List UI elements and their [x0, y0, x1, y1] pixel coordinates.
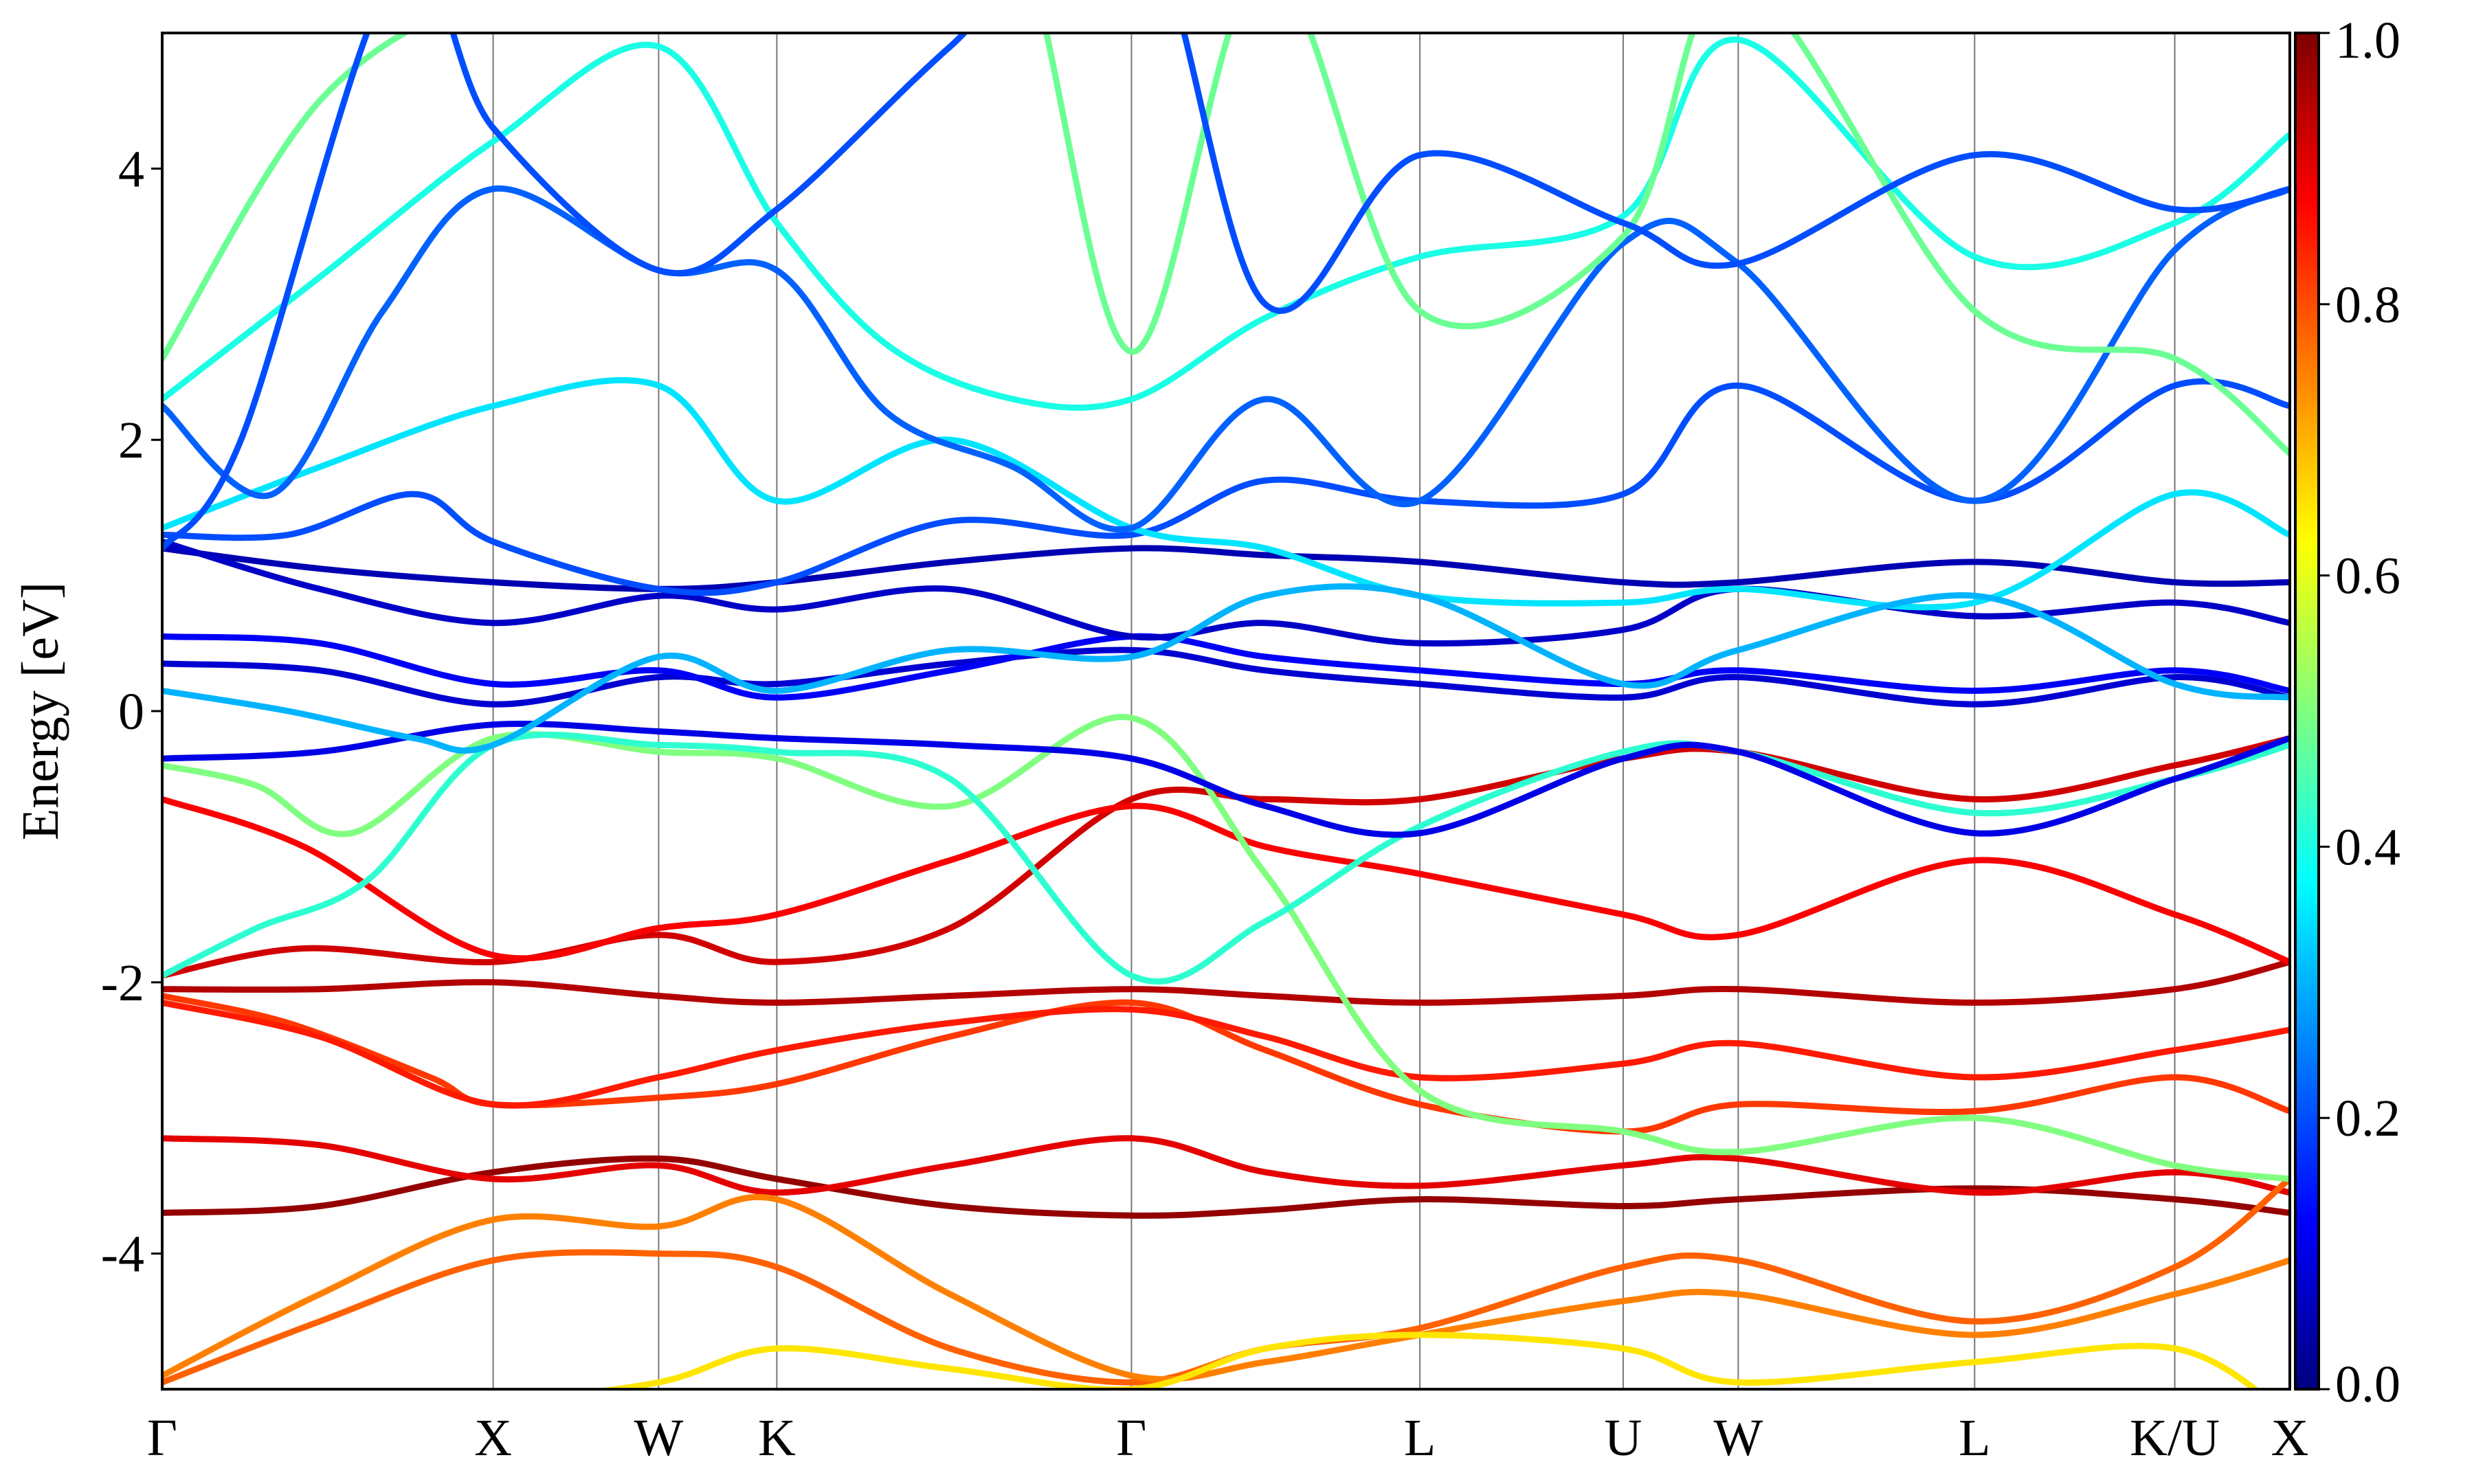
x-tick-label: K/U: [2130, 1409, 2220, 1467]
x-tick-label: L: [1404, 1409, 1436, 1467]
band-3: [162, 993, 2290, 1135]
colorbar-ticks: 0.0 0.2 0.4 0.6 0.8 1.0: [2319, 12, 2400, 1413]
y-tick-label: -4: [101, 1226, 144, 1283]
y-tick-label: 0: [118, 683, 144, 741]
y-tick-label: 4: [118, 140, 144, 198]
band-22: [162, 33, 2290, 457]
x-tick-label: X: [474, 1409, 512, 1467]
band-9: [162, 1193, 2290, 1382]
band-lines: [162, 33, 2290, 1389]
y-axis-ticks: 4 2 0 -2 -4: [101, 140, 162, 1283]
y-tick-label: 2: [118, 412, 144, 469]
x-tick-label: X: [2271, 1409, 2309, 1467]
band-17: [162, 538, 2290, 647]
x-tick-label: L: [1959, 1409, 1990, 1467]
y-axis-label: Energy [eV]: [12, 582, 69, 840]
band-21: [162, 36, 2290, 411]
colorbar: [2294, 32, 2320, 1391]
x-axis-ticks: Γ X W K Γ L U W L K/U X: [147, 1409, 2308, 1467]
band-10: [592, 1331, 2260, 1389]
band-5: [162, 999, 2290, 1109]
band-16: [162, 545, 2290, 592]
x-tick-label: W: [1713, 1409, 1763, 1467]
band-8: [162, 1176, 2290, 1386]
x-tick-label: U: [1604, 1409, 1642, 1467]
band-11: [162, 714, 2290, 1182]
band-2: [162, 1135, 2290, 1196]
x-tick-label: Γ: [147, 1409, 177, 1467]
band-12: [162, 731, 2290, 985]
band-19: [162, 376, 2290, 611]
colorbar-tick-label: 0.2: [2335, 1090, 2400, 1147]
y-tick-label: -2: [101, 954, 144, 1012]
band-15: [162, 633, 2290, 701]
band-13: [162, 721, 2290, 838]
band-14: [162, 647, 2290, 708]
band-1: [162, 1155, 2290, 1219]
band-23: [162, 583, 2290, 754]
band-24: [162, 33, 2290, 552]
band-4: [162, 958, 2290, 1006]
x-tick-label: W: [634, 1409, 684, 1467]
colorbar-tick-label: 1.0: [2335, 12, 2400, 69]
band-6: [162, 735, 2290, 979]
x-tick-label: Γ: [1116, 1409, 1146, 1467]
band-7: [162, 796, 2290, 965]
band-18: [162, 378, 2290, 596]
band-20: [162, 185, 2290, 533]
colorbar-tick-label: 0.6: [2335, 548, 2400, 605]
colorbar-tick-label: 0.0: [2335, 1356, 2400, 1413]
colorbar-tick-label: 0.4: [2335, 818, 2400, 876]
colorbar-tick-label: 0.8: [2335, 276, 2400, 334]
x-tick-label: K: [758, 1409, 796, 1467]
